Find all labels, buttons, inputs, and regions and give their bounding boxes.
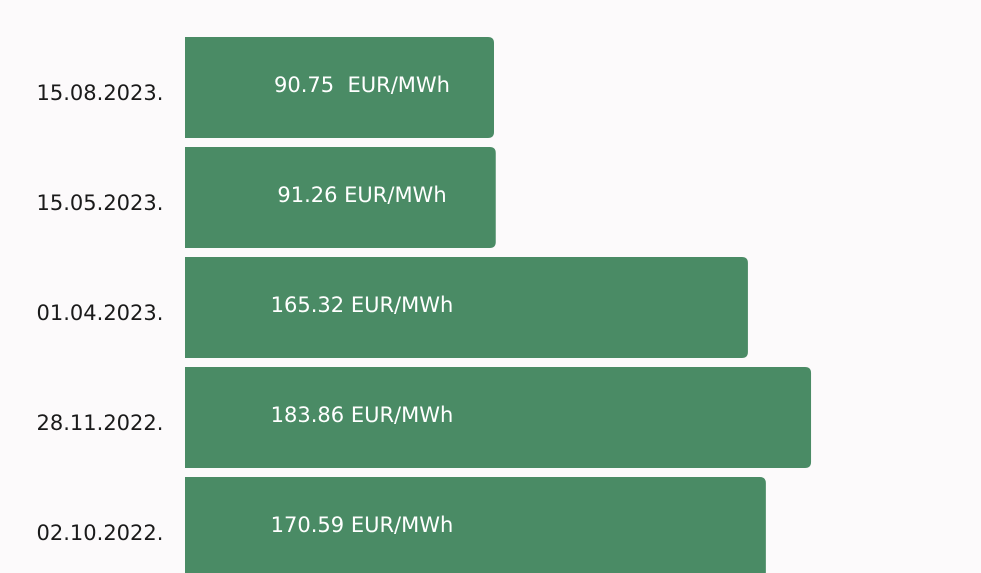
bar — [185, 147, 496, 248]
value-label: 90.75 EUR/MWh — [274, 73, 450, 97]
category-label: 02.10.2022. — [37, 521, 164, 545]
value-label: 183.86 EUR/MWh — [271, 403, 454, 427]
bar — [185, 257, 748, 358]
category-label: 15.05.2023. — [37, 191, 164, 215]
category-label: 15.08.2023. — [37, 81, 164, 105]
bar — [185, 477, 766, 573]
bar — [185, 37, 495, 138]
category-label: 01.04.2023. — [37, 301, 164, 325]
bar — [185, 367, 812, 468]
value-label: 165.32 EUR/MWh — [271, 293, 454, 317]
value-label: 170.59 EUR/MWh — [271, 513, 454, 537]
category-label: 28.11.2022. — [37, 411, 164, 435]
value-label: 91.26 EUR/MWh — [277, 183, 446, 207]
